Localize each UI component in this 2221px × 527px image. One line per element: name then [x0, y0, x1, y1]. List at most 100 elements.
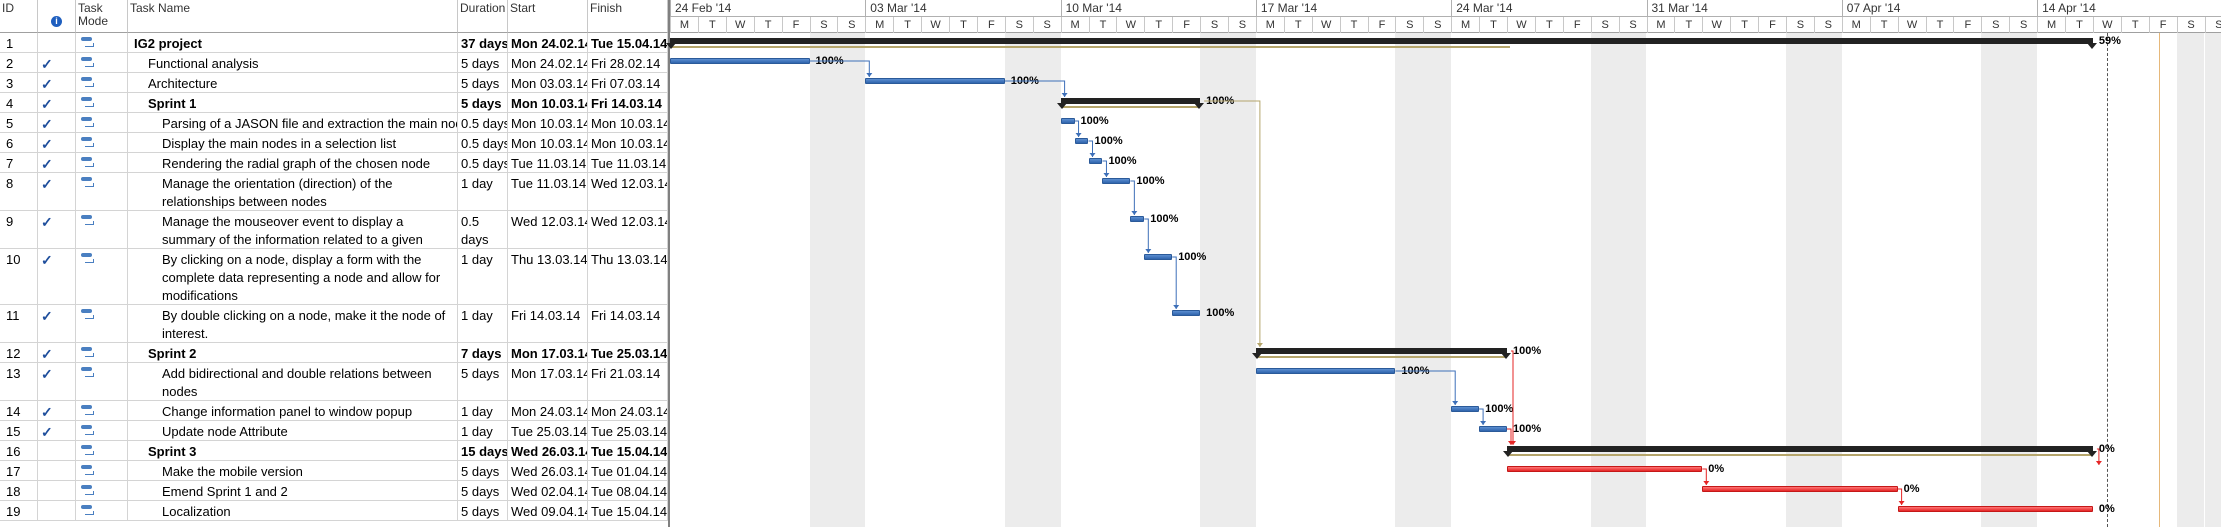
row-task-mode[interactable]	[76, 211, 128, 248]
task-bar[interactable]	[670, 58, 810, 64]
task-bar[interactable]	[1479, 426, 1507, 432]
row-finish[interactable]: Tue 11.03.14	[588, 153, 668, 172]
header-task-mode[interactable]: Task Mode	[76, 0, 128, 33]
table-row[interactable]: 15 ✓ Update node Attribute 1 day Tue 25.03.1…	[0, 421, 668, 441]
table-row[interactable]: 19 Localization 5 days Wed 09.04.14 Tue 15.0…	[0, 501, 668, 521]
row-duration[interactable]: 5 days	[458, 481, 508, 500]
table-row[interactable]: 9 ✓ Manage the mouseover event to display …	[0, 211, 668, 249]
summary-bar[interactable]	[1503, 446, 2097, 457]
task-bar[interactable]	[865, 78, 1005, 84]
row-task-name[interactable]: Display the main nodes in a selection li…	[128, 133, 458, 152]
row-finish[interactable]: Fri 14.03.14	[588, 305, 668, 342]
row-task-mode[interactable]	[76, 153, 128, 172]
task-bar[interactable]	[1074, 138, 1089, 144]
row-finish[interactable]: Mon 10.03.14	[588, 133, 668, 152]
row-task-name[interactable]: By double clicking on a node, make it th…	[128, 305, 458, 342]
table-row[interactable]: 6 ✓ Display the main nodes in a selection …	[0, 133, 668, 153]
task-bar[interactable]	[1172, 310, 1201, 316]
header-task-name[interactable]: Task Name	[128, 0, 458, 33]
row-finish[interactable]: Tue 01.04.14	[588, 461, 668, 480]
row-task-mode[interactable]	[76, 133, 128, 152]
row-task-mode[interactable]	[76, 481, 128, 500]
row-task-mode[interactable]	[76, 53, 128, 72]
summary-bar[interactable]	[1251, 348, 1512, 359]
row-duration[interactable]: 5 days	[458, 73, 508, 92]
table-row[interactable]: 10 ✓ By clicking on a node, display a form…	[0, 249, 668, 305]
row-duration[interactable]: 5 days	[458, 53, 508, 72]
row-finish[interactable]: Fri 21.03.14	[588, 363, 668, 400]
table-row[interactable]: 2 ✓ Functional analysis 5 days Mon 24.02.14 F…	[0, 53, 668, 73]
row-task-name[interactable]: Update node Attribute	[128, 421, 458, 440]
row-task-name[interactable]: Localization	[128, 501, 458, 520]
row-duration[interactable]: 5 days	[458, 501, 508, 520]
task-bar[interactable]	[1088, 158, 1103, 164]
row-task-name[interactable]: Change information panel to window popup	[128, 401, 458, 420]
row-task-name[interactable]: Parsing of a JASON file and extraction t…	[128, 113, 458, 132]
row-start[interactable]: Mon 10.03.14	[508, 113, 588, 132]
row-task-mode[interactable]	[76, 73, 128, 92]
row-finish[interactable]: Mon 10.03.14	[588, 113, 668, 132]
row-start[interactable]: Tue 25.03.14	[508, 421, 588, 440]
row-duration[interactable]: 0.5 days	[458, 133, 508, 152]
table-row[interactable]: 11 ✓ By double clicking on a node, make it…	[0, 305, 668, 343]
task-bar[interactable]	[1060, 118, 1075, 124]
row-start[interactable]: Wed 02.04.14	[508, 481, 588, 500]
row-task-name[interactable]: Rendering the radial graph of the chosen…	[128, 153, 458, 172]
row-start[interactable]: Tue 11.03.14	[508, 173, 588, 210]
critical-task-bar[interactable]	[1702, 486, 1898, 492]
row-start[interactable]: Fri 14.03.14	[508, 305, 588, 342]
row-finish[interactable]: Fri 14.03.14	[588, 93, 668, 112]
header-id[interactable]: ID	[0, 0, 38, 33]
row-finish[interactable]: Wed 12.03.14	[588, 173, 668, 210]
row-duration[interactable]: 1 day	[458, 305, 508, 342]
row-task-mode[interactable]	[76, 173, 128, 210]
summary-bar[interactable]	[1056, 98, 1204, 109]
task-bar[interactable]	[1102, 178, 1131, 184]
row-task-name[interactable]: Make the mobile version	[128, 461, 458, 480]
summary-bar[interactable]	[666, 38, 2097, 49]
row-duration[interactable]: 1 day	[458, 249, 508, 304]
table-row[interactable]: 7 ✓ Rendering the radial graph of the chos…	[0, 153, 668, 173]
row-duration[interactable]: 15 days	[458, 441, 508, 460]
task-bar[interactable]	[1144, 254, 1173, 260]
row-start[interactable]: Wed 12.03.14	[508, 211, 588, 248]
row-task-mode[interactable]	[76, 343, 128, 362]
row-start[interactable]: Wed 09.04.14	[508, 501, 588, 520]
task-bar[interactable]	[1130, 216, 1145, 222]
row-start[interactable]: Thu 13.03.14	[508, 249, 588, 304]
task-bar[interactable]	[1255, 368, 1396, 374]
row-duration[interactable]: 1 day	[458, 421, 508, 440]
table-row[interactable]: 5 ✓ Parsing of a JASON file and extraction…	[0, 113, 668, 133]
row-start[interactable]: Mon 10.03.14	[508, 93, 588, 112]
row-finish[interactable]: Tue 25.03.14	[588, 343, 668, 362]
row-task-name[interactable]: Add bidirectional and double relations b…	[128, 363, 458, 400]
row-duration[interactable]: 5 days	[458, 93, 508, 112]
table-row[interactable]: 14 ✓ Change information panel to window po…	[0, 401, 668, 421]
critical-task-bar[interactable]	[1897, 506, 2093, 512]
row-finish[interactable]: Tue 15.04.14	[588, 33, 668, 52]
table-row[interactable]: 3 ✓ Architecture 5 days Mon 03.03.14 Fri 07.0…	[0, 73, 668, 93]
row-task-name[interactable]: By clicking on a node, display a form wi…	[128, 249, 458, 304]
row-task-name[interactable]: Sprint 3	[128, 441, 458, 460]
row-start[interactable]: Tue 11.03.14	[508, 153, 588, 172]
row-task-name[interactable]: Manage the orientation (direction) of th…	[128, 173, 458, 210]
row-task-mode[interactable]	[76, 33, 128, 52]
row-duration[interactable]: 5 days	[458, 461, 508, 480]
header-duration[interactable]: Duration	[458, 0, 508, 33]
row-task-mode[interactable]	[76, 113, 128, 132]
row-task-mode[interactable]	[76, 363, 128, 400]
header-finish[interactable]: Finish	[588, 0, 668, 33]
row-task-name[interactable]: Emend Sprint 1 and 2	[128, 481, 458, 500]
row-finish[interactable]: Tue 15.04.14	[588, 441, 668, 460]
row-duration[interactable]: 0.5 days	[458, 113, 508, 132]
row-task-mode[interactable]	[76, 305, 128, 342]
row-task-name[interactable]: IG2 project	[128, 33, 458, 52]
table-row[interactable]: 13 ✓ Add bidirectional and double relation…	[0, 363, 668, 401]
row-start[interactable]: Mon 24.03.14	[508, 401, 588, 420]
row-task-mode[interactable]	[76, 441, 128, 460]
row-task-name[interactable]: Sprint 1	[128, 93, 458, 112]
row-finish[interactable]: Wed 12.03.14	[588, 211, 668, 248]
row-start[interactable]: Mon 03.03.14	[508, 73, 588, 92]
